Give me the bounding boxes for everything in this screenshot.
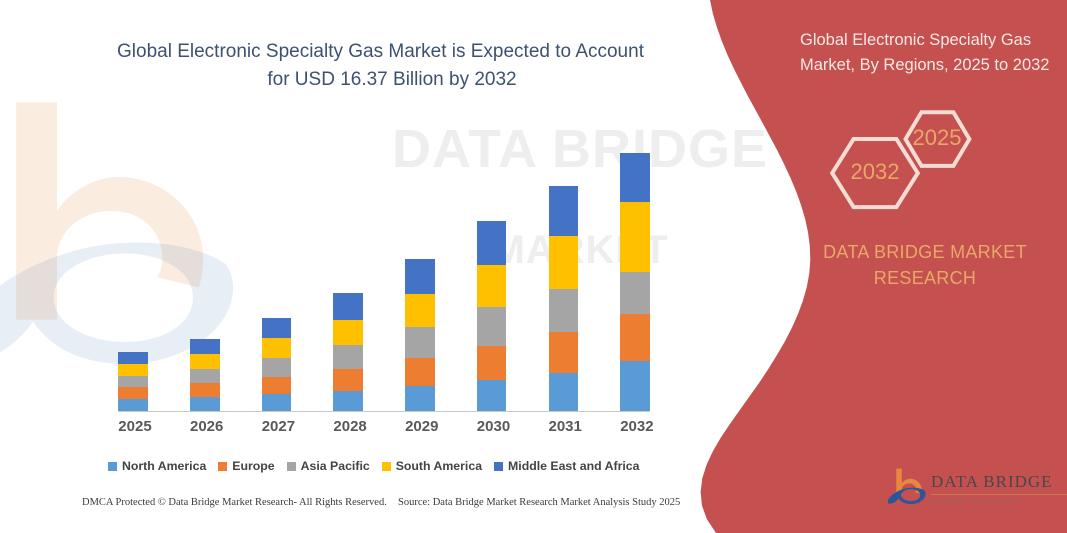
- svg-text:2032: 2032: [851, 159, 900, 184]
- svg-text:2025: 2025: [913, 125, 962, 150]
